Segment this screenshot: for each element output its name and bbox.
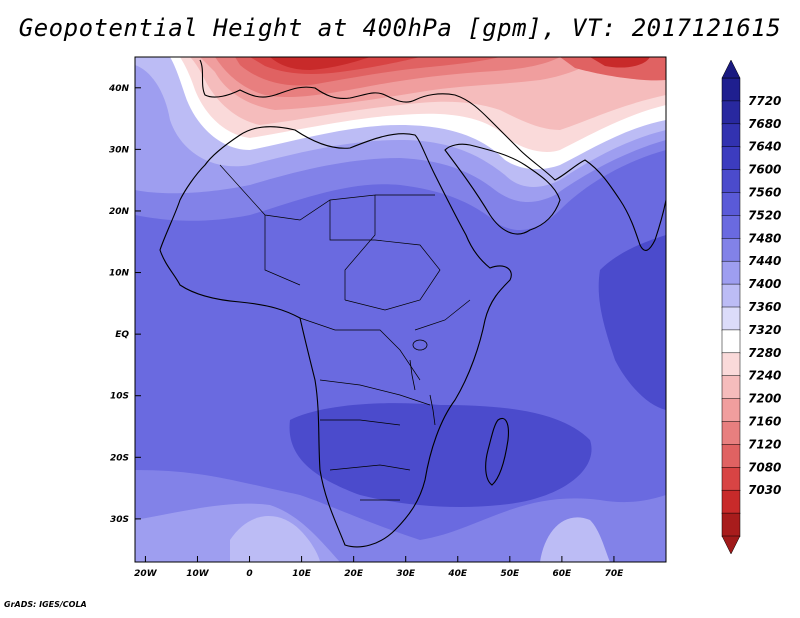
colorbar-segment (721, 489, 741, 514)
map-title: Geopotential Height at 400hPa [gpm], VT:… (18, 14, 782, 42)
colorbar-top-arrow (721, 59, 741, 79)
lon-tick-label: 20W (134, 569, 158, 579)
colorbar-segment (721, 169, 741, 194)
lon-tick-label: 10W (186, 569, 210, 579)
lat-tick-label: 10N (109, 269, 130, 279)
field-band-south-dark (289, 403, 592, 507)
colorbar-segment (721, 512, 741, 537)
colorbar-segment (721, 329, 741, 354)
madagascar-coastline (485, 417, 509, 486)
colorbar-label: 7120 (748, 437, 781, 451)
colorbar-segment (721, 444, 741, 469)
colorbar-segment (721, 375, 741, 400)
colorbar-bottom-arrow (721, 535, 741, 555)
colorbar-label: 7080 (748, 460, 781, 474)
colorbar-segment (721, 352, 741, 377)
colorbar-segment (721, 421, 741, 446)
colorbar-label: 7320 (748, 323, 781, 337)
arabia-coastline (444, 143, 561, 235)
colorbar-segment (721, 123, 741, 148)
colorbar-segment (721, 283, 741, 308)
colorbar-label: 7280 (748, 346, 781, 360)
lon-tick-label: 40E (447, 569, 468, 579)
colorbar-label: 7680 (748, 117, 781, 131)
country-borders (219, 164, 471, 501)
field-band-south-4 (540, 517, 610, 562)
colorbar-segment (721, 77, 741, 102)
colorbar-label: 7720 (748, 94, 781, 108)
colorbar-segment (721, 192, 741, 217)
lon-tick-label: 0 (246, 569, 252, 579)
colorbar-label: 7480 (748, 231, 781, 245)
rift-lakes (409, 359, 436, 426)
lat-tick-label: 20N (109, 207, 130, 217)
field-band-south-3 (230, 516, 320, 562)
colorbar-label: 7440 (748, 254, 781, 268)
field-band-north-east-core (590, 57, 650, 68)
lat-tick-label: 40N (108, 84, 130, 94)
colorbar: 7720 7680 7640 7600 7560 7520 7480 7440 7400 7360… (721, 59, 781, 555)
colorbar-segment (721, 260, 741, 285)
lon-tick-label: 60E (553, 569, 573, 579)
colorbar-label: 7600 (748, 163, 781, 177)
field-band-north-11 (270, 57, 370, 70)
colorbar-segment (721, 238, 741, 262)
africa-coastline (159, 126, 512, 548)
colorbar-label: 7240 (748, 369, 781, 383)
lat-tick-label: 30S (110, 515, 129, 525)
map-frame (134, 56, 667, 563)
colorbar-segment (721, 398, 741, 423)
colorbar-segment (721, 146, 741, 171)
colorbar-label: 7520 (748, 208, 781, 222)
field-band-east-dark (598, 235, 666, 410)
colorbar-label: 7400 (748, 277, 781, 291)
colorbar-label: 7360 (748, 300, 781, 314)
colorbar-label: 7160 (748, 415, 781, 429)
lat-tick-label: EQ (115, 330, 129, 340)
colorbar-segment (721, 100, 741, 125)
lon-tick-label: 30E (396, 569, 416, 579)
lake-victoria (412, 339, 428, 351)
lat-tick-label: 20S (110, 453, 129, 463)
lat-tick-label: 10S (110, 392, 129, 402)
colorbar-label: 7560 (748, 186, 781, 200)
lon-tick-label: 10E (292, 569, 312, 579)
colorbar-segment (721, 215, 741, 240)
colorbar-label: 7640 (748, 140, 781, 154)
lon-tick-label: 20E (344, 569, 364, 579)
grads-credit: GrADS: IGES/COLA (4, 600, 87, 609)
colorbar-segment (721, 467, 741, 491)
europe-coastline (199, 59, 666, 251)
lon-tick-label: 50E (500, 569, 520, 579)
colorbar-label: 7030 (748, 483, 781, 497)
lon-tick-label: 70E (605, 569, 625, 579)
colorbar-segment (721, 306, 741, 331)
geopotential-field (135, 57, 666, 562)
map-axes: 40N 30N 20N 10N EQ 10S 20S 30S 20W 10W 0 10E 20E 30E 4… (108, 84, 624, 579)
colorbar-label: 7200 (748, 392, 781, 406)
lat-tick-label: 30N (109, 145, 130, 155)
